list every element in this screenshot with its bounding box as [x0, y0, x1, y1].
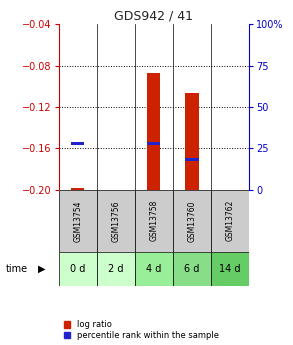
Bar — [71, 188, 84, 190]
Bar — [147, 73, 161, 190]
Bar — [211, 190, 249, 252]
Text: 0 d: 0 d — [70, 264, 85, 274]
Text: 2 d: 2 d — [108, 264, 123, 274]
Text: GSM13756: GSM13756 — [111, 200, 120, 242]
Text: time: time — [6, 264, 28, 274]
Text: GSM13760: GSM13760 — [188, 200, 196, 242]
Bar — [173, 190, 211, 252]
Text: GSM13758: GSM13758 — [149, 200, 158, 242]
Text: 6 d: 6 d — [184, 264, 200, 274]
Text: GSM13754: GSM13754 — [73, 200, 82, 242]
Bar — [147, 142, 161, 145]
Text: 4 d: 4 d — [146, 264, 161, 274]
Bar — [135, 190, 173, 252]
Bar — [97, 190, 135, 252]
Bar — [59, 190, 97, 252]
Title: GDS942 / 41: GDS942 / 41 — [114, 10, 193, 23]
Bar — [135, 252, 173, 286]
Text: GSM13762: GSM13762 — [226, 200, 234, 242]
Bar — [185, 93, 199, 190]
Bar — [71, 142, 84, 145]
Bar — [59, 252, 97, 286]
Bar — [211, 252, 249, 286]
Bar — [97, 252, 135, 286]
Bar — [185, 158, 199, 161]
Text: ▶: ▶ — [38, 264, 46, 274]
Text: 14 d: 14 d — [219, 264, 241, 274]
Legend: log ratio, percentile rank within the sample: log ratio, percentile rank within the sa… — [63, 319, 220, 341]
Bar — [173, 252, 211, 286]
